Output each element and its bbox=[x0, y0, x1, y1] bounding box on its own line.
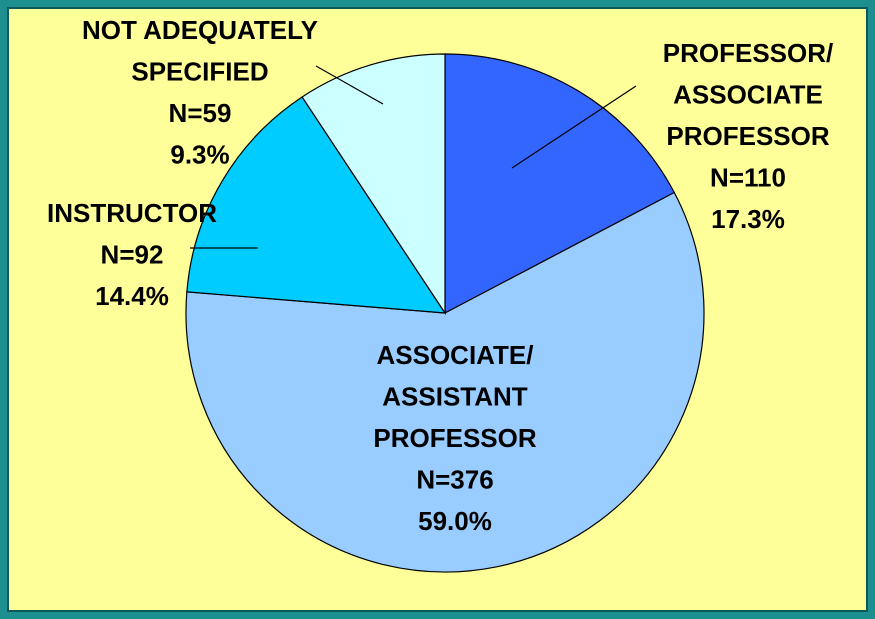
slice-label: ASSOCIATE/ bbox=[377, 340, 534, 370]
slice-label: PROFESSOR/ bbox=[663, 38, 833, 68]
count-label: N=59 bbox=[169, 98, 232, 128]
labels: PROFESSOR/ASSOCIATE PROFESSOR N=110 17.3% AS… bbox=[47, 15, 833, 536]
slice-label: ASSISTANT bbox=[382, 381, 528, 411]
pie-slice bbox=[301, 53, 446, 315]
pie-slice bbox=[186, 96, 447, 314]
value-label: 59.0% bbox=[418, 506, 492, 536]
count-label: N=376 bbox=[416, 464, 493, 494]
slice-label: INSTRUCTOR bbox=[47, 198, 217, 228]
pie-slice bbox=[444, 53, 676, 314]
value-label: 14.4% bbox=[95, 281, 169, 311]
slice-label: NOT ADEQUATELY bbox=[82, 15, 318, 45]
count-label: N=110 bbox=[710, 162, 786, 192]
slice-label: ASSOCIATE bbox=[673, 79, 823, 109]
pie-slice bbox=[185, 191, 705, 573]
value-label: 17.3% bbox=[711, 204, 785, 234]
slice-label: PROFESSOR bbox=[666, 121, 829, 151]
slice-label: PROFESSOR bbox=[373, 423, 536, 453]
leader-line bbox=[315, 65, 384, 105]
pie bbox=[185, 53, 705, 573]
slice-label: SPECIFIED bbox=[131, 56, 268, 86]
leader-line bbox=[511, 85, 637, 169]
value-label: 9.3% bbox=[170, 139, 229, 169]
count-label: N=92 bbox=[101, 239, 164, 269]
